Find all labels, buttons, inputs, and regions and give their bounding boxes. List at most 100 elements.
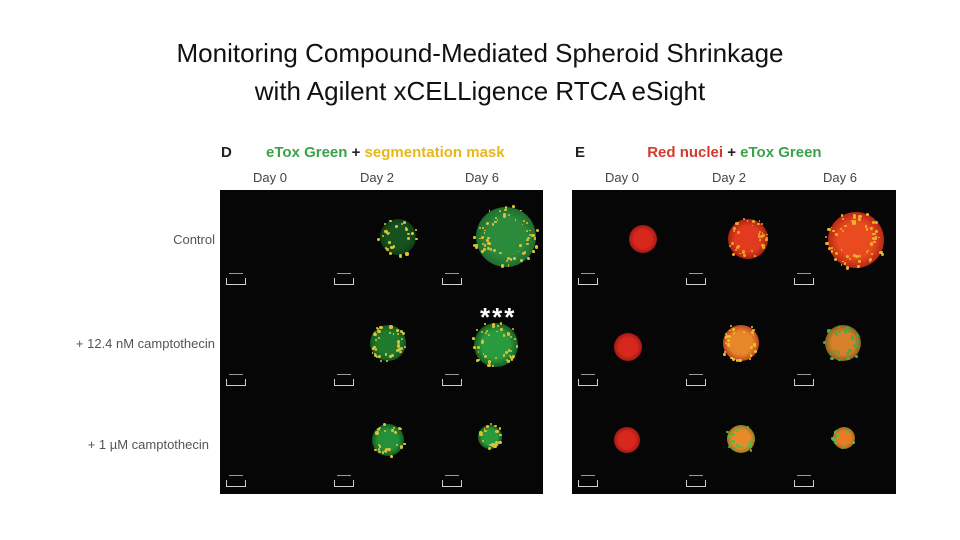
speckle <box>378 445 381 448</box>
speckle <box>383 430 386 433</box>
speckle <box>731 433 734 437</box>
panel-e-label-red: Red nuclei <box>647 144 724 161</box>
speckle <box>401 223 404 226</box>
speckle <box>731 439 735 444</box>
speckle <box>378 450 382 454</box>
speckle <box>835 233 839 236</box>
speckle <box>736 244 741 249</box>
speckle <box>835 333 838 336</box>
speckle <box>509 350 512 353</box>
spheroid-e-1um-day0 <box>614 427 640 453</box>
speckle <box>737 445 740 448</box>
speckle <box>371 352 374 354</box>
speckle <box>474 244 478 247</box>
speckle <box>874 237 877 241</box>
speckle <box>510 358 513 361</box>
speckle <box>874 236 878 239</box>
speckle <box>724 336 728 339</box>
speckle <box>387 231 390 235</box>
spheroid-e-1um-day6 <box>833 427 855 449</box>
speckle <box>481 439 484 442</box>
speckle <box>733 230 736 232</box>
speckle <box>496 218 499 221</box>
speckle <box>373 352 376 355</box>
speckle <box>834 431 836 434</box>
speckle <box>507 332 511 336</box>
speckle <box>372 345 376 349</box>
speckle <box>520 258 524 262</box>
speckle <box>503 334 506 337</box>
speckle <box>377 327 380 330</box>
speckle <box>509 335 513 339</box>
speckle <box>843 329 848 333</box>
title-line-1: Monitoring Compound-Mediated Spheroid Sh… <box>176 38 784 68</box>
speckle <box>507 263 510 266</box>
speckle <box>505 259 509 263</box>
speckle <box>840 227 843 230</box>
speckle <box>831 436 835 440</box>
speckle <box>383 450 386 452</box>
speckle <box>829 353 832 355</box>
scale-bar <box>334 374 354 386</box>
speckle <box>494 425 497 428</box>
speckle <box>395 444 398 447</box>
speckle <box>505 350 508 353</box>
speckle <box>472 346 476 350</box>
speckle <box>726 430 729 434</box>
speckle <box>521 251 525 256</box>
panel-d-plus: + <box>351 144 361 161</box>
speckle <box>827 246 831 250</box>
speckle <box>726 335 729 338</box>
speckle <box>751 331 755 335</box>
speckle <box>403 221 406 224</box>
speckle <box>824 235 827 238</box>
speckle <box>479 226 482 229</box>
speckle <box>483 244 487 247</box>
speckle <box>878 236 880 239</box>
speckle <box>875 229 879 233</box>
speckle <box>850 337 854 340</box>
speckle <box>487 363 491 368</box>
spheroid-d-control-day2 <box>380 219 416 255</box>
speckle <box>838 330 841 333</box>
speckle <box>383 222 386 225</box>
speckle <box>504 208 507 212</box>
speckle <box>872 240 876 244</box>
speckle <box>374 353 378 357</box>
speckle <box>492 322 496 326</box>
speckle <box>473 235 476 239</box>
speckle <box>400 428 402 430</box>
speckle <box>479 430 483 434</box>
speckle <box>388 252 392 255</box>
speckle <box>869 226 873 230</box>
speckle <box>762 233 766 237</box>
panel-e-day-2: Day 2 <box>712 170 746 185</box>
speckle <box>384 230 388 234</box>
speckle <box>415 237 419 241</box>
speckle <box>372 347 376 350</box>
speckle <box>411 232 414 235</box>
speckle <box>858 214 862 218</box>
speckle <box>525 229 529 233</box>
speckle <box>751 325 754 328</box>
speckle <box>482 226 485 229</box>
speckle <box>479 432 483 437</box>
speckle <box>749 354 753 357</box>
speckle <box>851 441 855 444</box>
speckle <box>837 434 840 437</box>
speckle <box>487 241 492 246</box>
speckle <box>851 335 854 338</box>
panel-d-label-green: eTox Green <box>266 144 348 161</box>
speckle <box>515 344 519 348</box>
speckle <box>837 326 840 329</box>
speckle <box>482 243 485 246</box>
speckle <box>489 444 492 447</box>
speckle <box>748 357 752 360</box>
speckle <box>407 232 411 236</box>
speckle <box>392 245 396 248</box>
speckle <box>494 356 497 359</box>
speckle <box>523 251 527 254</box>
speckle <box>480 236 484 240</box>
speckle <box>870 253 873 256</box>
speckle <box>835 434 839 438</box>
